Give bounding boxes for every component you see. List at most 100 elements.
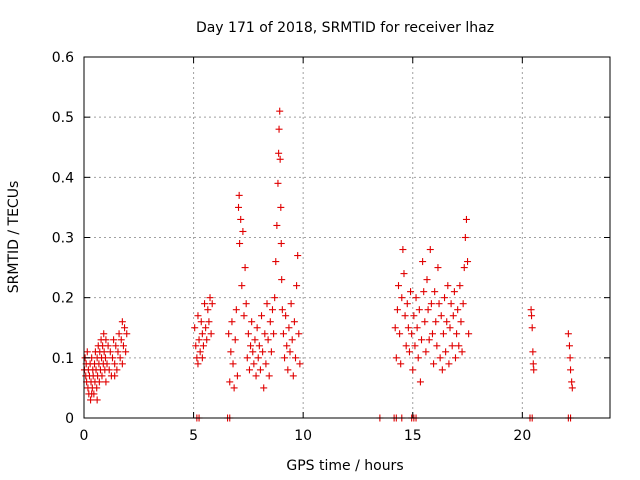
data-point (87, 396, 95, 404)
data-point (435, 300, 443, 308)
data-point (296, 360, 304, 368)
data-point (286, 348, 294, 356)
data-point (100, 330, 108, 338)
y-tick-label: 0 (65, 411, 74, 427)
x-tick-label: 15 (404, 428, 422, 444)
data-point (261, 330, 269, 338)
data-point (118, 318, 126, 326)
data-point (199, 342, 207, 350)
y-tick-label: 0.3 (52, 231, 74, 247)
data-point (111, 372, 119, 380)
y-tick-label: 0.4 (52, 170, 74, 186)
data-point (93, 384, 101, 392)
x-tick-label: 10 (294, 428, 312, 444)
data-point (447, 300, 455, 308)
data-point (408, 330, 416, 338)
data-point (404, 324, 412, 332)
data-point (293, 282, 301, 290)
data-point (439, 330, 447, 338)
data-point (198, 354, 206, 362)
data-point (441, 294, 449, 302)
data-point (399, 246, 407, 254)
data-point (192, 342, 200, 350)
data-point (454, 306, 462, 314)
data-point (249, 348, 257, 356)
data-point (442, 348, 450, 356)
data-point (276, 107, 284, 115)
data-point (106, 348, 114, 356)
data-point (443, 318, 451, 326)
data-point (247, 342, 255, 350)
data-point (274, 179, 282, 187)
data-point (253, 324, 261, 332)
data-point (268, 306, 276, 314)
data-point (111, 360, 119, 368)
data-point (425, 336, 433, 344)
data-point (264, 336, 272, 344)
data-point (248, 318, 256, 326)
y-tick-label: 0.5 (52, 110, 74, 126)
data-point (122, 348, 130, 356)
data-point (238, 282, 246, 290)
data-point (88, 390, 96, 398)
data-point (450, 288, 458, 296)
data-point (416, 378, 424, 386)
data-point (418, 336, 426, 344)
data-point (285, 324, 293, 332)
data-point (266, 318, 274, 326)
data-point (263, 300, 271, 308)
data-point (294, 252, 302, 260)
data-point (194, 312, 202, 320)
data-points (80, 107, 576, 422)
data-point (195, 336, 203, 344)
data-point (239, 227, 247, 235)
data-point (226, 378, 234, 386)
data-point (457, 318, 465, 326)
data-point (422, 348, 430, 356)
data-point (401, 312, 409, 320)
data-point (204, 306, 212, 314)
data-point (254, 354, 262, 362)
x-tick-label: 0 (80, 428, 89, 444)
data-point (289, 372, 297, 380)
data-point (255, 342, 263, 350)
data-point (392, 354, 400, 362)
data-point (464, 258, 472, 266)
data-point (445, 360, 453, 368)
data-point (413, 324, 421, 332)
data-point (393, 306, 401, 314)
data-point (437, 312, 445, 320)
data-point (121, 324, 129, 332)
data-point (426, 246, 434, 254)
data-point (265, 372, 273, 380)
data-point (117, 336, 125, 344)
data-point (95, 378, 103, 386)
data-point (233, 372, 241, 380)
data-point (564, 330, 572, 338)
data-point (104, 342, 112, 350)
data-point (112, 342, 120, 350)
data-point (567, 366, 575, 374)
data-point (459, 300, 467, 308)
data-point (398, 294, 406, 302)
data-point (225, 330, 233, 338)
data-point (116, 354, 124, 362)
data-point (424, 306, 432, 314)
data-point (566, 354, 574, 362)
data-point (231, 336, 239, 344)
data-point (568, 384, 576, 392)
data-point (288, 336, 296, 344)
data-point (105, 366, 113, 374)
data-point (244, 330, 252, 338)
data-point (277, 240, 285, 248)
data-point (198, 330, 206, 338)
x-tick-label: 5 (189, 428, 198, 444)
data-point (119, 342, 127, 350)
data-point (258, 312, 266, 320)
data-point (458, 348, 466, 356)
data-point (444, 282, 452, 290)
data-point (279, 330, 287, 338)
data-point (281, 354, 289, 362)
data-point (110, 336, 118, 344)
